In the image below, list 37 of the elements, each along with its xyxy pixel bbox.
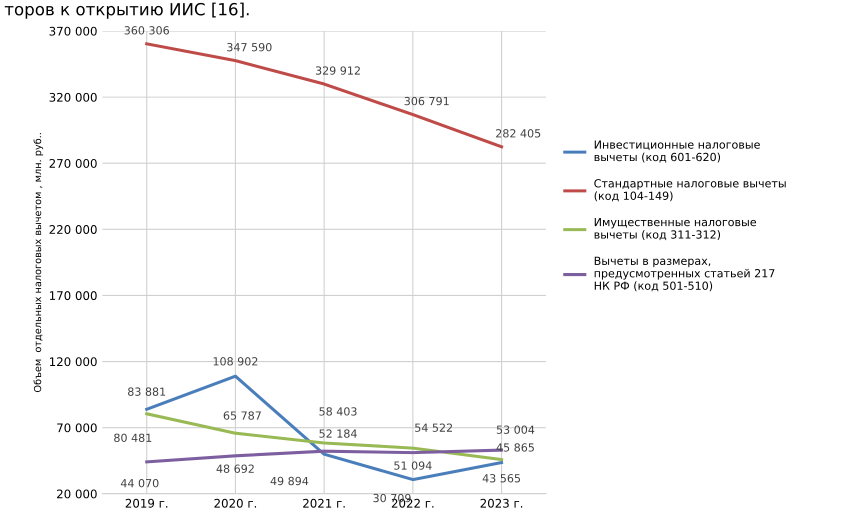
data-label: 282 405 [496, 129, 540, 138]
data-label: 44 070 [120, 478, 158, 488]
data-label: 43 565 [482, 474, 520, 482]
y-tick-label: 170 000 [50, 291, 97, 300]
data-label: 306 791 [404, 96, 449, 106]
data-label: 51 094 [394, 461, 432, 470]
data-label: 83 881 [128, 387, 166, 396]
data-label: 80 481 [114, 434, 152, 442]
y-tick-label: 270 000 [50, 158, 97, 168]
y-tick-label: 320 000 [50, 92, 97, 102]
data-label: 329 912 [316, 66, 360, 75]
y-tick-label: 220 000 [50, 225, 97, 234]
data-label: 108 902 [214, 357, 258, 366]
legend-label: Стандартные налоговые вычеты (код 104-149) [594, 179, 786, 202]
data-label: 54 522 [415, 423, 452, 432]
data-label: 52 184 [319, 429, 357, 438]
legend-label: Имущественные налоговые вычеты (код 311-312) [594, 218, 756, 240]
x-tick-label: 2020 г. [214, 498, 256, 508]
legend-label: Инвестиционные налоговые вычеты (код 601-620) [594, 140, 760, 163]
data-label: 45 865 [496, 443, 534, 452]
data-label: 53 004 [496, 425, 534, 434]
text: торов к открытию ИИС [16]. [4, 2, 249, 19]
legend-label: Вычеты в размерах, предусмотренных статьей 217 НК РФ (код 501-510) [594, 256, 774, 292]
y-axis-title: Объем отдельных налоговых вычетом , млн. руб.. [34, 133, 44, 392]
x-tick-label: 2021 г. [303, 498, 345, 508]
x-tick-label: 2019 г. [126, 498, 168, 508]
data-label: 48 692 [216, 464, 254, 473]
y-tick-label: 370 000 [50, 26, 97, 36]
x-tick-label: 2023 г. [480, 498, 522, 508]
data-label: 347 590 [227, 42, 272, 52]
data-label: 65 787 [224, 411, 261, 420]
y-tick-label: 120 000 [50, 357, 97, 366]
data-label: 49 894 [270, 476, 308, 486]
y-tick-label: 70 000 [57, 423, 97, 432]
data-label: 58 403 [319, 407, 357, 416]
data-label: 360 306 [124, 26, 169, 35]
y-tick-label: 20 000 [57, 489, 97, 498]
